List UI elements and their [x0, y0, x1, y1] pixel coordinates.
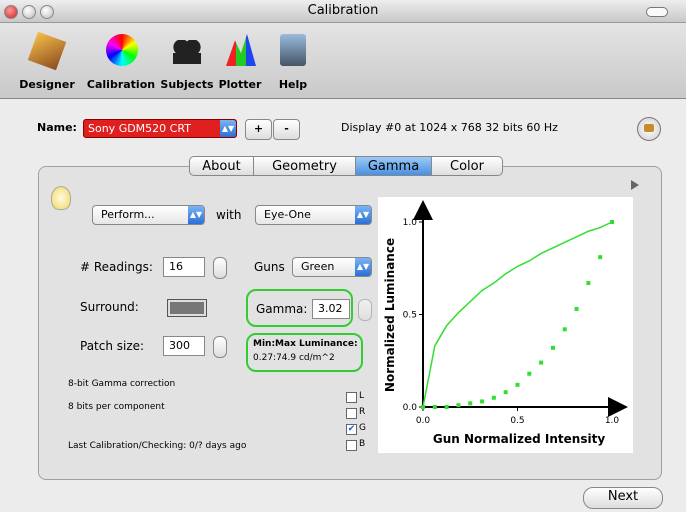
chart: Gun Normalized Intensity Normalized Lumi… — [378, 197, 633, 453]
gamma-label: Gamma: — [256, 302, 307, 316]
display-info: Display #0 at 1024 x 768 32 bits 60 Hz — [341, 121, 558, 134]
x-tick-label: 1.0 — [605, 416, 620, 426]
guns-label: Guns — [254, 260, 285, 274]
toolbar-toggle[interactable] — [646, 7, 668, 17]
popup-arrow: ▲▼ — [355, 206, 371, 224]
next-button[interactable]: Next — [583, 487, 663, 509]
lock-button[interactable] — [637, 117, 661, 141]
perform-value: Perform... — [101, 208, 155, 221]
x-tick-label: 0.5 — [510, 416, 524, 426]
status-text: 8 bits per component — [68, 402, 165, 412]
checkbox-label: G — [359, 423, 366, 433]
measured-point — [492, 396, 496, 400]
window: Calibration Designer Calibration Subject… — [0, 0, 686, 512]
toolbar-label[interactable]: Designer — [19, 78, 75, 91]
y-tick-label: 1.0 — [403, 218, 418, 228]
patch-label: Patch size: — [80, 339, 144, 353]
minmax-label: Min:Max Luminance: — [253, 339, 358, 349]
window-title: Calibration — [0, 3, 686, 18]
measured-point — [575, 307, 579, 311]
measured-point — [480, 399, 484, 403]
measured-point — [445, 405, 449, 409]
readings-label: # Readings: — [80, 260, 153, 274]
with-label: with — [216, 208, 241, 222]
checkbox-label: R — [359, 407, 365, 417]
toolbar-label[interactable]: Calibration — [87, 78, 155, 91]
measured-point — [598, 255, 602, 259]
measured-point — [563, 327, 567, 331]
measured-point — [551, 346, 555, 350]
device-value: Eye-One — [264, 208, 311, 221]
popup-arrow: ▲▼ — [355, 258, 371, 276]
x-tick-label: 0.0 — [416, 416, 431, 426]
measured-point — [516, 383, 520, 387]
checkbox[interactable] — [346, 408, 357, 419]
disclosure-triangle[interactable] — [631, 180, 639, 190]
guns-value: Green — [301, 260, 334, 273]
plot-area: Gun Normalized Intensity Normalized Lumi… — [378, 197, 633, 453]
surround-swatch[interactable] — [167, 299, 207, 317]
name-value: Sony GDM520 CRT — [88, 122, 191, 135]
patch-field[interactable]: 300 — [163, 336, 205, 356]
help-icon[interactable] — [280, 34, 306, 66]
luminance-curve — [423, 222, 612, 407]
readings-field[interactable]: 16 — [163, 257, 205, 277]
toolbar-label[interactable]: Help — [279, 78, 307, 91]
checkbox-label: L — [359, 391, 364, 401]
guns-popup[interactable]: Green ▲▼ — [292, 257, 372, 277]
measured-point — [468, 401, 472, 405]
x-axis-label: Gun Normalized Intensity — [433, 432, 605, 446]
gamma-field[interactable]: 3.02 — [312, 299, 350, 319]
status-text: 8-bit Gamma correction — [68, 379, 175, 389]
measured-point — [504, 390, 508, 394]
popup-arrow: ▲▼ — [220, 120, 236, 137]
status-text: Last Calibration/Checking: 0/? days ago — [68, 441, 246, 451]
surround-label: Surround: — [80, 300, 139, 314]
name-label: Name: — [37, 121, 77, 134]
y-axis-label: Normalized Luminance — [383, 238, 397, 392]
measured-point — [456, 403, 460, 407]
calibration-icon[interactable] — [106, 34, 138, 66]
tab[interactable]: Gamma — [355, 156, 432, 176]
minmax-value: 0.27:74.9 cd/m^2 — [253, 353, 335, 363]
patch-stepper[interactable] — [213, 336, 227, 358]
popup-arrow: ▲▼ — [188, 206, 204, 224]
y-tick-label: 0.0 — [403, 403, 418, 413]
plus-button[interactable]: + — [245, 119, 272, 140]
perform-popup[interactable]: Perform... ▲▼ — [92, 205, 205, 225]
minus-button[interactable]: - — [273, 119, 300, 140]
measured-point — [610, 220, 614, 224]
measured-point — [586, 281, 590, 285]
checkbox[interactable]: ✔ — [346, 424, 357, 435]
bulb-icon[interactable] — [51, 186, 71, 210]
checkbox-label: B — [359, 439, 365, 449]
tab[interactable]: Color — [431, 156, 503, 176]
tab[interactable]: Geometry — [253, 156, 356, 176]
measured-point — [539, 361, 543, 365]
subjects-icon[interactable] — [173, 40, 201, 64]
toolbar-label[interactable]: Plotter — [219, 78, 262, 91]
gamma-stepper[interactable] — [358, 299, 372, 321]
checkbox[interactable] — [346, 392, 357, 403]
tab[interactable]: About — [189, 156, 254, 176]
toolbar-label[interactable]: Subjects — [160, 78, 213, 91]
checkbox[interactable] — [346, 440, 357, 451]
measured-point — [527, 372, 531, 376]
device-popup[interactable]: Eye-One ▲▼ — [255, 205, 372, 225]
readings-stepper[interactable] — [213, 257, 227, 279]
y-tick-label: 0.5 — [403, 311, 417, 321]
measured-point — [433, 405, 437, 409]
name-popup[interactable]: Sony GDM520 CRT ▲▼ — [83, 119, 237, 138]
measured-point — [421, 405, 425, 409]
